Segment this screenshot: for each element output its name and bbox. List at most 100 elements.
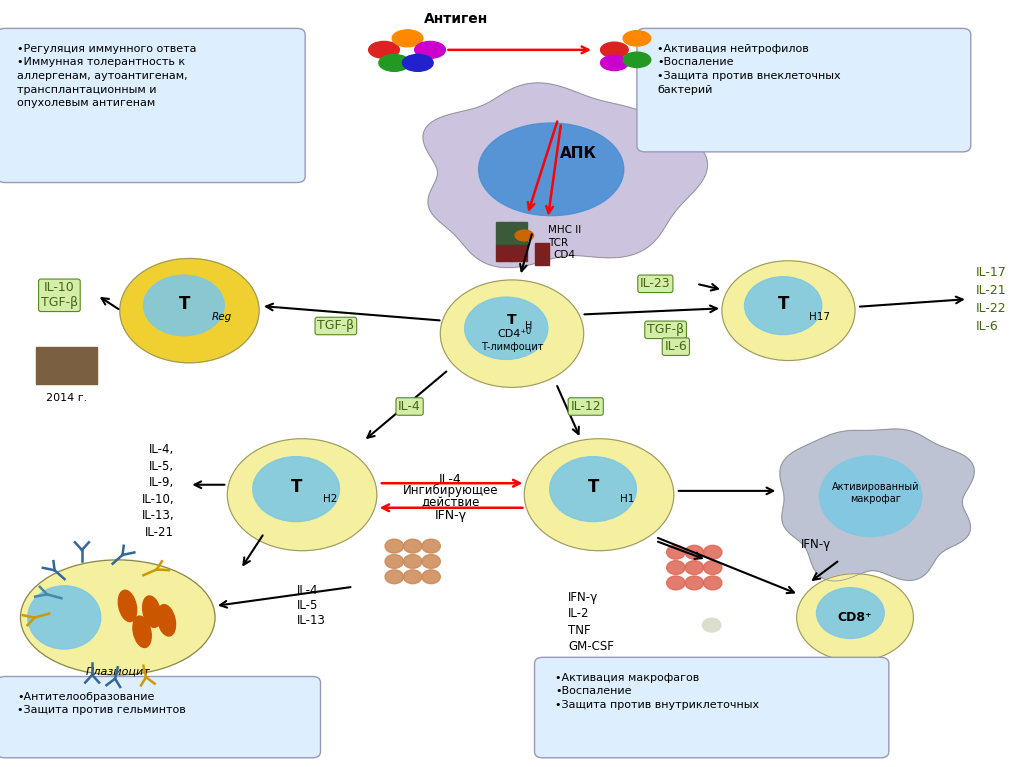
Ellipse shape <box>600 55 628 71</box>
Text: H17: H17 <box>809 311 830 322</box>
Circle shape <box>120 258 259 363</box>
Text: Активированный: Активированный <box>831 482 920 492</box>
Bar <box>511 222 527 245</box>
Circle shape <box>422 555 440 568</box>
Circle shape <box>797 574 913 661</box>
Text: IFN-γ
IL-2
TNF
GM-CSF: IFN-γ IL-2 TNF GM-CSF <box>568 591 614 653</box>
Circle shape <box>253 456 339 522</box>
Circle shape <box>702 618 721 632</box>
Bar <box>496 245 512 261</box>
Text: АПК: АПК <box>560 146 597 161</box>
Text: •Активация макрофагов
•Воспаление
•Защита против внутриклеточных: •Активация макрофагов •Воспаление •Защит… <box>555 673 759 710</box>
Circle shape <box>143 275 224 336</box>
Ellipse shape <box>119 591 136 621</box>
Ellipse shape <box>158 604 175 636</box>
Text: 2014 г.: 2014 г. <box>46 393 87 403</box>
Bar <box>36 347 97 384</box>
Text: H2: H2 <box>323 494 337 505</box>
Text: T: T <box>178 295 190 314</box>
Text: CD8⁺: CD8⁺ <box>838 611 872 624</box>
Circle shape <box>685 545 703 559</box>
FancyBboxPatch shape <box>535 657 889 758</box>
Text: IL-10
TGF-β: IL-10 TGF-β <box>41 281 78 309</box>
Circle shape <box>685 561 703 574</box>
Polygon shape <box>780 429 974 581</box>
Ellipse shape <box>623 31 651 46</box>
Ellipse shape <box>402 54 433 71</box>
Text: TGF-β: TGF-β <box>647 324 684 336</box>
Text: IL-4: IL-4 <box>439 473 462 486</box>
Circle shape <box>703 561 722 574</box>
Text: TCR: TCR <box>548 238 568 249</box>
Text: •Антителообразование
•Защита против гельминтов: •Антителообразование •Защита против гель… <box>17 692 186 716</box>
Text: MHC II: MHC II <box>548 225 581 235</box>
Circle shape <box>440 280 584 387</box>
Circle shape <box>403 570 422 584</box>
Ellipse shape <box>478 123 624 216</box>
Ellipse shape <box>369 41 399 58</box>
Ellipse shape <box>379 54 410 71</box>
FancyBboxPatch shape <box>637 28 971 152</box>
Circle shape <box>385 555 403 568</box>
Circle shape <box>667 576 685 590</box>
Text: T: T <box>588 478 600 496</box>
Circle shape <box>816 588 884 638</box>
Circle shape <box>703 576 722 590</box>
Text: IL-12: IL-12 <box>570 400 601 413</box>
Text: CD4⁺: CD4⁺ <box>498 328 526 339</box>
Bar <box>511 245 527 261</box>
Ellipse shape <box>600 42 628 58</box>
Ellipse shape <box>392 30 423 47</box>
Circle shape <box>744 277 821 334</box>
Text: Reg: Reg <box>212 311 232 322</box>
Text: IL-6: IL-6 <box>665 341 687 353</box>
Bar <box>496 222 512 245</box>
Circle shape <box>403 555 422 568</box>
FancyBboxPatch shape <box>0 28 305 183</box>
Circle shape <box>524 439 674 551</box>
Bar <box>535 243 549 265</box>
Ellipse shape <box>819 456 922 537</box>
Circle shape <box>703 545 722 559</box>
Circle shape <box>403 539 422 553</box>
Text: IL-4
IL-5
IL-13: IL-4 IL-5 IL-13 <box>297 584 326 627</box>
Circle shape <box>385 570 403 584</box>
Text: IFN-γ: IFN-γ <box>434 509 467 522</box>
FancyBboxPatch shape <box>0 676 321 758</box>
Circle shape <box>227 439 377 551</box>
Text: Плазмоцит: Плазмоцит <box>85 667 151 676</box>
Text: действие: действие <box>421 496 480 509</box>
Ellipse shape <box>133 616 152 647</box>
Text: IL-17
IL-21
IL-22
IL-6: IL-17 IL-21 IL-22 IL-6 <box>976 265 1007 333</box>
Ellipse shape <box>142 596 161 627</box>
Text: IL-4: IL-4 <box>398 400 421 413</box>
Text: Антиген: Антиген <box>424 12 487 26</box>
Circle shape <box>685 576 703 590</box>
Circle shape <box>385 539 403 553</box>
Text: Т-лимфоцит: Т-лимфоцит <box>480 342 544 353</box>
Text: T: T <box>291 478 303 496</box>
Text: H1: H1 <box>620 494 634 505</box>
Circle shape <box>422 539 440 553</box>
Text: TGF-β: TGF-β <box>317 320 354 332</box>
Text: 0: 0 <box>525 327 530 336</box>
Ellipse shape <box>623 52 651 67</box>
Text: IL-4,
IL-5,
IL-9,
IL-10,
IL-13,
IL-21: IL-4, IL-5, IL-9, IL-10, IL-13, IL-21 <box>141 443 174 538</box>
Circle shape <box>465 297 548 360</box>
Circle shape <box>667 545 685 559</box>
Text: •Регуляция иммунного ответа
•Иммунная толерантность к
аллергенам, аутоантигенам,: •Регуляция иммунного ответа •Иммунная то… <box>17 44 197 108</box>
Circle shape <box>422 570 440 584</box>
Ellipse shape <box>28 586 100 649</box>
Text: IL-23: IL-23 <box>640 278 671 290</box>
Circle shape <box>667 561 685 574</box>
Polygon shape <box>423 83 708 268</box>
Ellipse shape <box>415 41 445 58</box>
Text: Т: Т <box>507 313 517 327</box>
Text: Н: Н <box>525 321 532 331</box>
Circle shape <box>550 456 637 522</box>
Text: макрофаг: макрофаг <box>850 493 901 504</box>
Ellipse shape <box>515 230 534 241</box>
Text: Ингибирующее: Ингибирующее <box>402 484 499 498</box>
Text: T: T <box>777 295 790 314</box>
Text: CD4: CD4 <box>553 250 574 261</box>
